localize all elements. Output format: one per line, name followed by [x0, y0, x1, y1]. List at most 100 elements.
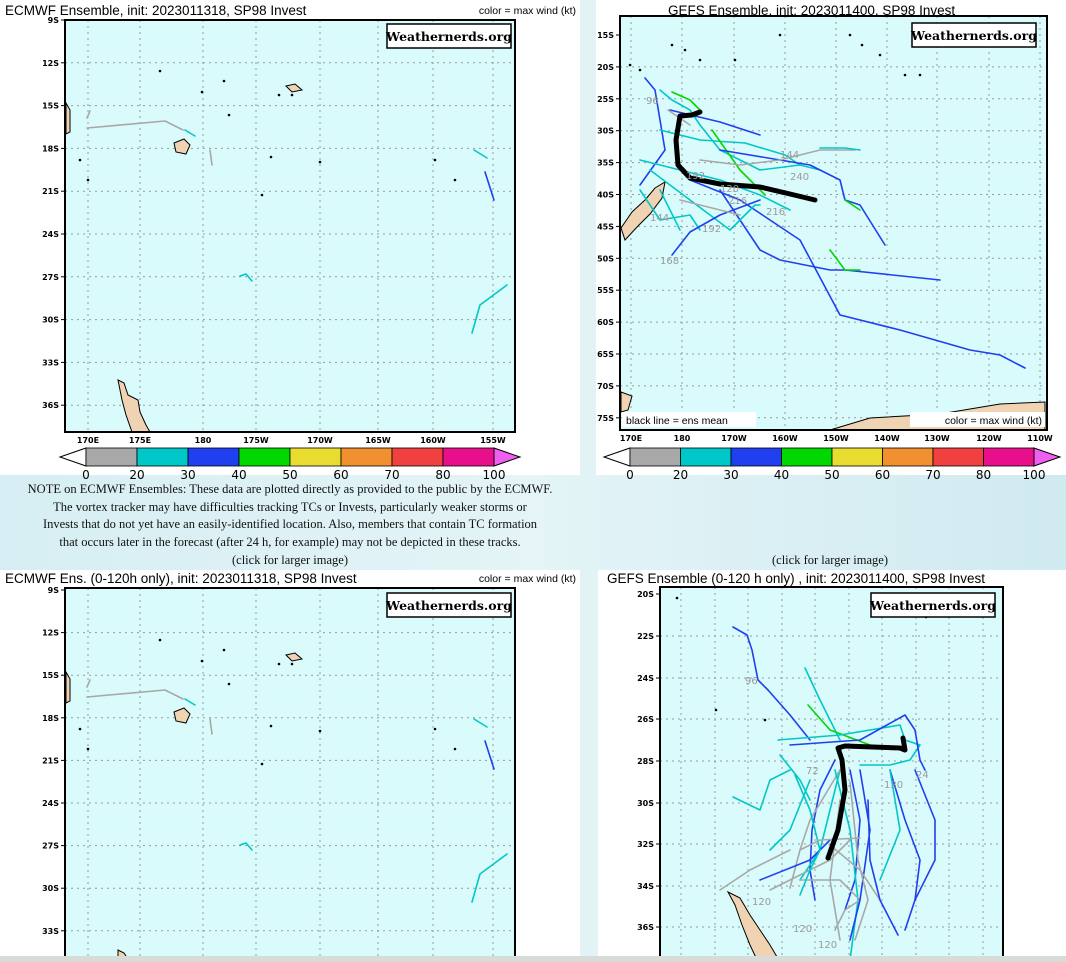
colorbar-label: 100: [1023, 468, 1046, 482]
ensemble-member-track: [879, 769, 901, 881]
colorbar-label: 40: [774, 468, 789, 482]
ensemble-member-track: [819, 147, 861, 151]
map-frame: [64, 587, 516, 962]
lat-label: 35S: [597, 159, 614, 168]
colorbar-segment: [340, 447, 393, 467]
ensemble-member-track: [473, 718, 488, 728]
island-dot: [222, 648, 226, 652]
island-dot: [200, 90, 204, 94]
colorbar-segment: [932, 447, 984, 467]
lon-label: 180: [195, 436, 212, 445]
track-hour-label: 120: [793, 924, 812, 935]
island-dot: [698, 58, 702, 62]
ensemble-member-track: [209, 718, 213, 735]
colorbar-label: 60: [875, 468, 890, 482]
island-dot: [903, 73, 907, 77]
lat-label: 75S: [597, 414, 614, 423]
lat-label: 21S: [42, 187, 59, 196]
colorbar-segment: [983, 447, 1035, 467]
ensemble-member-track: [794, 774, 821, 896]
ensemble-member-track: [86, 110, 91, 119]
watermark-logo: Weathernerds.org: [869, 598, 996, 613]
land-shape: [285, 652, 304, 662]
colorbar-label: 100: [483, 468, 506, 482]
island-dot: [683, 48, 687, 52]
lon-label: 160W: [420, 436, 446, 445]
ensemble-member-track: [777, 724, 921, 766]
island-dot: [269, 155, 273, 159]
ensemble-member-track: [732, 626, 811, 741]
island-dot: [433, 727, 437, 731]
lat-label: 20S: [597, 63, 614, 72]
legend-note: color = max wind (kt): [479, 573, 576, 585]
lon-label: 160W: [772, 434, 798, 443]
note-line: The vortex tracker may have difficulties…: [53, 499, 527, 514]
island-dot: [638, 68, 642, 72]
lat-label: 24S: [637, 674, 654, 683]
ensemble-member-track: [699, 149, 856, 166]
ensemble-member-track: [484, 171, 495, 201]
lon-label: 170W: [721, 434, 747, 443]
ensemble-member-track: [471, 284, 508, 334]
island-dot: [78, 158, 82, 162]
ensemble-member-track: [639, 77, 666, 186]
ensemble-member-track: [844, 199, 861, 211]
colorbar-under-arrow: [58, 447, 87, 467]
ensemble-member-track: [769, 839, 851, 891]
map-frame: [619, 15, 1048, 431]
ensemble-member-track: [209, 149, 213, 166]
click-for-larger-link[interactable]: (click for larger image): [771, 553, 889, 567]
colorbar-segment: [629, 447, 681, 467]
island-dot: [260, 762, 264, 766]
ensemble-member-track: [849, 769, 871, 941]
lat-label: 12S: [42, 59, 59, 68]
lon-label: 140W: [874, 434, 900, 443]
ensemble-member-track: [719, 189, 941, 281]
lat-label: 20S: [637, 590, 654, 599]
lat-label: 15S: [597, 31, 614, 40]
lat-label: 40S: [597, 191, 614, 200]
island-dot: [290, 93, 294, 97]
island-dot: [878, 53, 882, 57]
island-dot: [158, 638, 162, 642]
ensemble-member-track: [184, 129, 196, 137]
colorbar-segment: [882, 447, 934, 467]
legend-note-box: [910, 412, 1045, 427]
colorbar-segment: [136, 447, 189, 467]
ensemble-member-track: [86, 689, 184, 700]
lat-label: 36S: [637, 923, 654, 932]
map-title: ECMWF Ens. (0-120h only), init: 20230113…: [5, 571, 357, 586]
land-shape: [726, 890, 781, 962]
island-dot: [277, 662, 281, 666]
lat-label: 32S: [637, 840, 654, 849]
ensemble-member-track: [671, 91, 701, 111]
colorbar-segment: [730, 447, 782, 467]
lon-label: 170E: [77, 436, 99, 445]
lat-label: 65S: [597, 350, 614, 359]
map-ocean: [65, 20, 515, 432]
track-hour-label: 168: [660, 256, 679, 267]
colorbar-label: 30: [180, 468, 195, 482]
lat-label: 45S: [597, 222, 614, 231]
colorbar-label: 50: [282, 468, 297, 482]
colorbar-segment: [831, 447, 883, 467]
lat-label: 15S: [42, 671, 59, 680]
island-dot: [158, 69, 162, 73]
track-hour-label: 144: [780, 150, 799, 161]
colorbar-over-arrow: [1033, 447, 1062, 467]
island-dot: [848, 33, 852, 37]
click-for-larger-link[interactable]: (click for larger image): [231, 553, 349, 567]
island-dot: [763, 718, 767, 722]
colorbar-label: 50: [824, 468, 839, 482]
track-hour-label: 96: [646, 96, 659, 107]
lat-label: 55S: [597, 286, 614, 295]
ensemble-member-track: [789, 769, 841, 889]
track-hour-label: 24: [916, 770, 929, 781]
island-dot: [675, 596, 679, 600]
land-shape: [173, 138, 191, 155]
colorbar-segment: [680, 447, 732, 467]
ensemble-member-track: [671, 199, 761, 256]
track-hour-label: 120: [884, 780, 903, 791]
island-dot: [670, 43, 674, 47]
colorbar-label: 20: [129, 468, 144, 482]
